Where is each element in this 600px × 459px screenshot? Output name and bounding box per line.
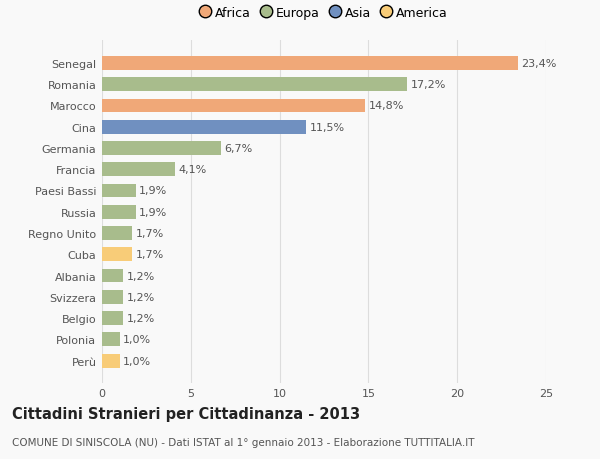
- Text: 1,2%: 1,2%: [127, 313, 155, 324]
- Text: 14,8%: 14,8%: [368, 101, 404, 111]
- Bar: [102, 227, 132, 241]
- Text: 23,4%: 23,4%: [521, 59, 557, 69]
- Text: COMUNE DI SINISCOLA (NU) - Dati ISTAT al 1° gennaio 2013 - Elaborazione TUTTITAL: COMUNE DI SINISCOLA (NU) - Dati ISTAT al…: [12, 437, 475, 447]
- Legend: Africa, Europa, Asia, America: Africa, Europa, Asia, America: [196, 3, 452, 23]
- Text: 1,0%: 1,0%: [124, 335, 151, 345]
- Bar: [102, 205, 136, 219]
- Text: Cittadini Stranieri per Cittadinanza - 2013: Cittadini Stranieri per Cittadinanza - 2…: [12, 406, 360, 421]
- Bar: [102, 269, 124, 283]
- Text: 6,7%: 6,7%: [224, 144, 253, 154]
- Text: 1,2%: 1,2%: [127, 271, 155, 281]
- Bar: [102, 57, 518, 71]
- Text: 4,1%: 4,1%: [178, 165, 206, 175]
- Bar: [102, 290, 124, 304]
- Bar: [102, 78, 407, 92]
- Bar: [102, 333, 120, 347]
- Bar: [102, 121, 306, 134]
- Bar: [102, 99, 365, 113]
- Text: 1,7%: 1,7%: [136, 250, 164, 260]
- Bar: [102, 312, 124, 325]
- Bar: [102, 184, 136, 198]
- Text: 11,5%: 11,5%: [310, 123, 345, 132]
- Text: 1,2%: 1,2%: [127, 292, 155, 302]
- Bar: [102, 354, 120, 368]
- Text: 1,9%: 1,9%: [139, 186, 167, 196]
- Text: 1,0%: 1,0%: [124, 356, 151, 366]
- Bar: [102, 248, 132, 262]
- Bar: [102, 163, 175, 177]
- Text: 1,7%: 1,7%: [136, 229, 164, 239]
- Text: 1,9%: 1,9%: [139, 207, 167, 217]
- Bar: [102, 142, 221, 156]
- Text: 17,2%: 17,2%: [411, 80, 446, 90]
